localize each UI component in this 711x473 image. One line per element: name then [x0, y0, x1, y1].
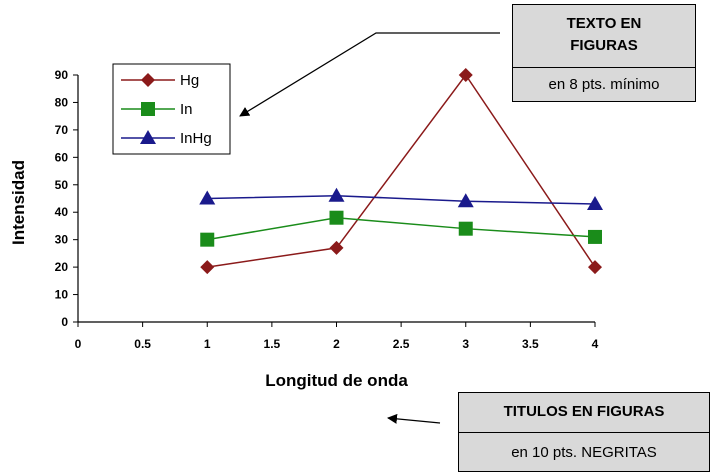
y-tick-label: 0 — [61, 315, 68, 329]
legend-swatch-marker — [140, 130, 156, 144]
x-tick-label: 4 — [592, 337, 599, 351]
data-point-hg — [588, 260, 602, 275]
x-axis-title: Longitud de onda — [265, 371, 408, 390]
data-point-in — [200, 232, 215, 247]
y-tick-label: 40 — [55, 205, 69, 219]
x-tick-label: 0.5 — [134, 337, 151, 351]
series-hg — [200, 68, 602, 275]
data-point-inhg — [199, 190, 216, 205]
annotation-divider — [513, 67, 695, 68]
y-tick-label: 90 — [55, 68, 69, 82]
callout-arrow-top — [239, 32, 500, 117]
series-line-inhg — [207, 195, 596, 205]
data-point-hg — [200, 260, 215, 275]
x-tick-label: 2 — [333, 337, 340, 351]
series-in — [200, 210, 602, 247]
y-tick-label: 10 — [55, 288, 69, 302]
data-point-hg — [329, 240, 344, 255]
annotation-title-line: FIGURAS — [570, 37, 638, 54]
x-tick-label: 0 — [75, 337, 82, 351]
callout-arrows — [239, 32, 500, 424]
annotation-title: TEXTO EN FIGURAS — [513, 5, 695, 67]
legend-label: InHg — [180, 130, 212, 147]
series-line-in — [207, 216, 596, 241]
legend-swatch-marker — [141, 102, 155, 116]
y-tick-label: 20 — [55, 260, 69, 274]
y-tick-label: 30 — [55, 233, 69, 247]
legend-swatch-marker — [141, 73, 155, 87]
annotation-subtitle: en 8 pts. mínimo — [548, 76, 660, 93]
annotation-title-line: TEXTO EN — [566, 15, 642, 32]
legend: Hg In InHg — [112, 63, 231, 155]
annotation-subtitle: en 10 pts. NEGRITAS — [511, 444, 657, 461]
legend-label: In — [180, 101, 193, 118]
data-point-in — [329, 210, 344, 225]
data-point-inhg — [587, 195, 603, 210]
axes: 0 10 20 30 40 50 60 70 80 90 0 0.5 1 1.5 2 2.5 3 3.5 4 Long… — [9, 68, 599, 390]
x-tick-label: 2.5 — [393, 337, 410, 351]
series-layer — [199, 68, 603, 275]
y-tick-label: 80 — [55, 95, 69, 109]
data-point-in — [588, 229, 602, 244]
x-tick-label: 1.5 — [264, 337, 281, 351]
data-point-in — [458, 221, 473, 236]
data-point-inhg — [457, 193, 474, 208]
annotation-box-title-style: TITULOS EN FIGURAS en 10 pts. NEGRITAS — [458, 392, 710, 472]
y-tick-label: 60 — [55, 150, 69, 164]
x-tick-label: 3 — [462, 337, 469, 351]
data-point-hg — [458, 68, 473, 82]
legend-label: Hg — [180, 72, 199, 89]
y-tick-label: 70 — [55, 123, 69, 137]
series-inhg — [199, 187, 603, 210]
x-tick-label: 3.5 — [522, 337, 539, 351]
x-tick-label: 1 — [204, 337, 211, 351]
callout-arrow-bottom — [387, 413, 441, 424]
annotation-divider — [459, 432, 709, 433]
data-point-inhg — [328, 187, 345, 202]
series-line-hg — [207, 73, 596, 268]
annotation-box-text-size: TEXTO EN FIGURAS en 8 pts. mínimo — [512, 4, 696, 102]
y-tick-label: 50 — [55, 178, 69, 192]
y-axis-title: Intensidad — [9, 160, 28, 245]
annotation-title: TITULOS EN FIGURAS — [503, 403, 665, 420]
